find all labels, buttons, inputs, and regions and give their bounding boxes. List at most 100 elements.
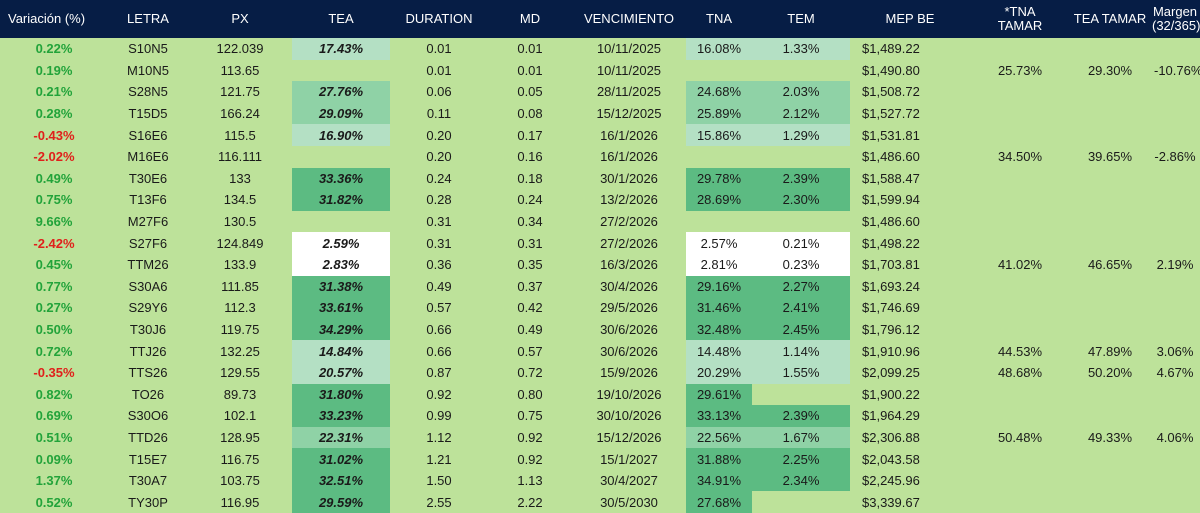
table-row[interactable]: 0.19% M10N5 113.65 0.01 0.01 10/11/2025 $1,490… [0, 60, 1200, 82]
cell-margen: 4.67% [1156, 365, 1194, 381]
cell-tna: 24.68% [686, 81, 752, 103]
cell-variacion: 0.28% [35, 106, 73, 122]
cell-tea-tamar [1070, 211, 1150, 233]
cell-tea-tamar: 47.89% [1087, 343, 1133, 359]
cell-variacion: -2.02% [33, 149, 75, 165]
header-variacion[interactable]: Variación (%) [0, 0, 108, 38]
cell-margen [1150, 448, 1200, 470]
cell-duration: 0.66 [426, 343, 452, 359]
table-row[interactable]: 0.77% S30A6 111.85 31.38% 0.49 0.37 30/4/2026 2… [0, 275, 1200, 298]
cell-tea-tamar [1070, 470, 1150, 492]
cell-md: 0.37 [517, 278, 543, 294]
header-mep-be[interactable]: MEP BE [850, 0, 970, 38]
cell-duration: 0.20 [426, 127, 452, 143]
cell-duration: 0.06 [426, 84, 452, 100]
cell-variacion: 1.37% [35, 473, 73, 489]
cell-letra: T30J6 [129, 322, 167, 338]
cell-letra: TTM26 [127, 257, 169, 273]
header-duration[interactable]: DURATION [390, 0, 488, 38]
table-row[interactable]: -0.35% TTS26 129.55 20.57% 0.87 0.72 15/9/2026… [0, 361, 1200, 384]
cell-tea-tamar: 49.33% [1087, 429, 1133, 445]
table-row[interactable]: 0.28% T15D5 166.24 29.09% 0.11 0.08 15/12/2025… [0, 102, 1200, 125]
cell-md: 2.22 [517, 494, 543, 510]
header-tea[interactable]: TEA [292, 0, 390, 38]
table-row[interactable]: 0.27% S29Y6 112.3 33.61% 0.57 0.42 29/5/2026 31… [0, 297, 1200, 319]
cell-variacion: 0.09% [35, 451, 73, 467]
cell-letra: TY30P [128, 494, 168, 510]
cell-tna-tamar: 50.48% [997, 429, 1043, 445]
cell-tna: 32.48% [686, 318, 752, 341]
cell-tea-tamar [1070, 319, 1150, 341]
cell-duration: 0.28 [426, 192, 452, 208]
table-row[interactable]: 0.51% TTD26 128.95 22.31% 1.12 0.92 15/12/2026… [0, 426, 1200, 449]
table-row[interactable]: 0.69% S30O6 102.1 33.23% 0.99 0.75 30/10/2026 3… [0, 405, 1200, 427]
cell-vencimiento: 15/1/2027 [600, 451, 658, 467]
cell-tem: 2.39% [752, 405, 850, 427]
cell-letra: TO26 [131, 386, 165, 402]
header-row: Variación (%) LETRA PX TEA DURATION MD V… [0, 0, 1200, 38]
table-row[interactable]: 0.82% TO26 89.73 31.80% 0.92 0.80 19/10/2026 29… [0, 383, 1200, 406]
header-vencimiento[interactable]: VENCIMIENTO [572, 0, 686, 38]
cell-tea: 31.02% [292, 448, 390, 470]
cell-letra: S27F6 [128, 235, 168, 251]
table-row[interactable]: -2.42% S27F6 124.849 2.59% 0.31 0.31 27/2/2026… [0, 232, 1200, 254]
header-tna[interactable]: TNA [686, 0, 752, 38]
table-row[interactable]: 9.66% M27F6 130.5 0.31 0.34 27/2/2026 $1,486.6… [0, 211, 1200, 233]
cell-duration: 0.92 [426, 386, 452, 402]
cell-md: 0.01 [517, 41, 543, 57]
cell-tna: 34.91% [686, 469, 752, 492]
cell-px: 121.75 [220, 84, 260, 100]
cell-letra: T30E6 [128, 170, 168, 186]
cell-variacion: 0.75% [35, 192, 73, 208]
cell-vencimiento: 16/1/2026 [600, 149, 658, 165]
table-row[interactable]: 0.72% TTJ26 132.25 14.84% 0.66 0.57 30/6/2026 1… [0, 340, 1200, 362]
cell-tna-tamar: 41.02% [997, 257, 1043, 273]
cell-variacion: 0.19% [35, 62, 73, 78]
table-row[interactable]: -2.02% M16E6 116.111 0.20 0.16 16/1/2026 $1,48… [0, 146, 1200, 168]
table-row[interactable]: 0.45% TTM26 133.9 2.83% 0.36 0.35 16/3/2026 2.8… [0, 253, 1200, 276]
header-tna-tamar[interactable]: *TNA TAMAR [970, 0, 1070, 38]
cell-vencimiento: 16/1/2026 [600, 127, 658, 143]
table-row[interactable]: 0.75% T13F6 134.5 31.82% 0.28 0.24 13/2/2026 28… [0, 189, 1200, 211]
table-row[interactable]: 0.09% T15E7 116.75 31.02% 1.21 0.92 15/1/2027 3… [0, 448, 1200, 470]
table-row[interactable]: 0.49% T30E6 133 33.36% 0.24 0.18 30/1/2026 29.7… [0, 167, 1200, 190]
table-row[interactable]: 1.37% T30A7 103.75 32.51% 1.50 1.13 30/4/2027 3… [0, 469, 1200, 492]
header-margen[interactable]: Margen (32/365) [1150, 0, 1200, 38]
cell-margen [1150, 276, 1200, 298]
cell-md: 1.13 [517, 473, 543, 489]
cell-variacion: 0.49% [35, 170, 73, 186]
cell-md: 0.08 [517, 106, 543, 122]
cell-margen [1150, 38, 1200, 60]
cell-tem: 2.27% [752, 275, 850, 298]
table-row[interactable]: -0.43% S16E6 115.5 16.90% 0.20 0.17 16/1/2026 1… [0, 124, 1200, 146]
cell-tea [292, 60, 390, 82]
cell-variacion: -0.43% [33, 127, 75, 143]
cell-tea-tamar [1070, 384, 1150, 406]
cell-variacion: 0.50% [35, 322, 73, 338]
cell-vencimiento: 15/12/2026 [596, 429, 662, 445]
cell-tea-tamar [1070, 448, 1150, 470]
cell-margen [1150, 297, 1200, 319]
cell-vencimiento: 30/5/2030 [600, 494, 658, 510]
header-px[interactable]: PX [188, 0, 292, 38]
cell-mep-be: $2,043.58 [862, 451, 920, 467]
cell-tna-tamar [970, 276, 1070, 298]
table-row[interactable]: 0.22% S10N5 122.039 17.43% 0.01 0.01 10/11/202… [0, 38, 1200, 60]
table-row[interactable]: 0.50% T30J6 119.75 34.29% 0.66 0.49 30/6/2026 3… [0, 318, 1200, 341]
cell-md: 0.72 [517, 365, 543, 381]
cell-px: 103.75 [220, 473, 260, 489]
cell-tea-tamar [1070, 405, 1150, 427]
cell-md: 0.01 [517, 62, 543, 78]
cell-variacion: 0.69% [35, 408, 73, 424]
header-tea-tamar[interactable]: TEA TAMAR [1070, 0, 1150, 38]
header-md[interactable]: MD [488, 0, 572, 38]
cell-mep-be: $2,245.96 [862, 473, 920, 489]
table-row[interactable]: 0.52% TY30P 116.95 29.59% 2.55 2.22 30/5/2030 2… [0, 491, 1200, 513]
cell-tna: 15.86% [686, 124, 752, 146]
cell-letra: M10N5 [127, 62, 169, 78]
header-tem[interactable]: TEM [752, 0, 850, 38]
cell-tea: 31.80% [292, 383, 390, 406]
table-row[interactable]: 0.21% S28N5 121.75 27.76% 0.06 0.05 28/11/2025… [0, 81, 1200, 103]
header-letra[interactable]: LETRA [108, 0, 188, 38]
